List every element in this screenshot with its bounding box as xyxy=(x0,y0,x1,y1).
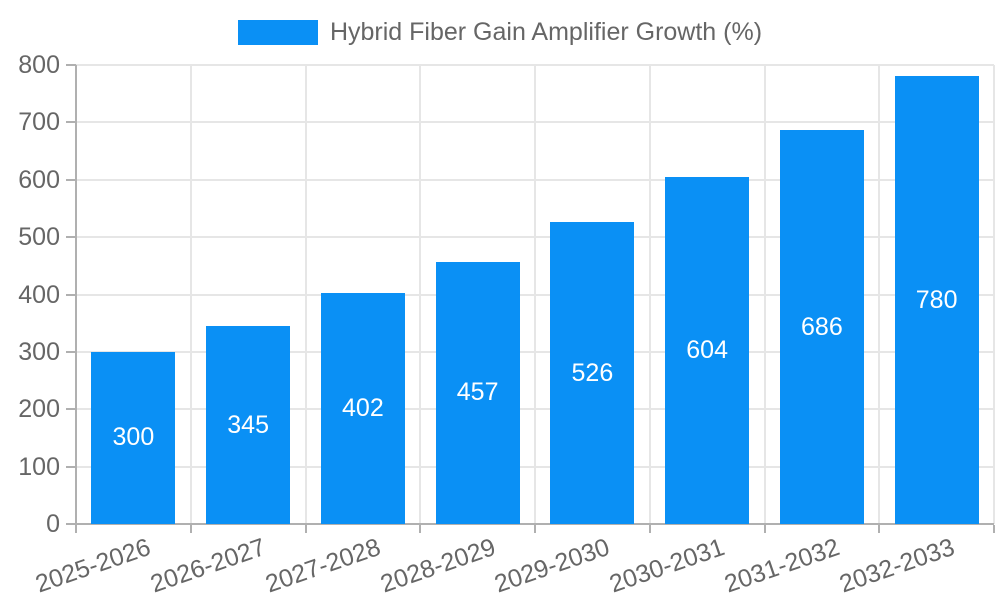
y-tick-mark xyxy=(66,293,76,296)
v-gridline xyxy=(189,65,192,524)
y-tick-label: 800 xyxy=(18,51,60,79)
y-tick-label: 0 xyxy=(46,510,60,538)
bar[interactable]: 686 xyxy=(779,130,864,524)
bar-value-label: 345 xyxy=(227,410,269,439)
y-tick-label: 300 xyxy=(18,337,60,366)
x-tick-mark xyxy=(189,525,192,533)
bar-value-label: 402 xyxy=(342,394,384,423)
v-gridline xyxy=(419,65,422,524)
y-axis-line xyxy=(75,65,77,524)
legend-item[interactable]: Hybrid Fiber Gain Amplifier Growth (%) xyxy=(0,18,1000,47)
v-gridline xyxy=(648,65,651,524)
y-tick-label: 700 xyxy=(18,108,60,137)
bar-value-label: 604 xyxy=(686,336,728,365)
bar-value-label: 686 xyxy=(801,312,843,341)
y-tick-label: 500 xyxy=(18,223,60,252)
bar-value-label: 780 xyxy=(915,285,958,314)
v-gridline xyxy=(763,65,766,524)
y-tick-mark xyxy=(66,408,76,411)
legend-swatch xyxy=(237,20,318,45)
x-tick-mark xyxy=(304,525,307,533)
y-tick-label: 600 xyxy=(18,165,60,194)
v-gridline xyxy=(534,65,536,524)
bar[interactable]: 457 xyxy=(435,261,520,524)
y-tick-mark xyxy=(66,465,76,468)
x-tick-mark xyxy=(878,525,881,533)
y-tick-mark xyxy=(66,236,76,239)
bar-value-label: 300 xyxy=(112,423,155,452)
y-tick-mark xyxy=(66,178,76,181)
y-tick-mark xyxy=(66,350,76,353)
x-tick-mark xyxy=(763,525,766,533)
x-axis-line xyxy=(76,523,994,525)
y-tick-label: 200 xyxy=(18,395,60,424)
bar-value-label: 457 xyxy=(456,378,499,407)
y-tick-label: 400 xyxy=(18,280,60,309)
x-tick-mark xyxy=(534,525,536,533)
v-gridline xyxy=(878,65,881,524)
v-gridline xyxy=(304,65,307,524)
y-tick-mark xyxy=(66,64,76,66)
plot-area: 0 100 200 300 400 500 600 700 800 300 2025-2026 345… xyxy=(18,51,995,598)
y-tick-mark xyxy=(66,121,76,124)
bar-value-label: 526 xyxy=(571,358,614,387)
x-tick-mark xyxy=(419,525,422,533)
bar[interactable]: 780 xyxy=(894,76,979,524)
x-tick-mark xyxy=(75,525,77,533)
bar[interactable]: 345 xyxy=(206,326,291,524)
bar[interactable]: 604 xyxy=(665,177,750,524)
x-tick-mark xyxy=(993,525,995,533)
y-tick-mark xyxy=(66,523,76,525)
legend-label: Hybrid Fiber Gain Amplifier Growth (%) xyxy=(329,18,763,46)
x-tick-mark xyxy=(648,525,651,533)
bar[interactable]: 526 xyxy=(550,222,635,524)
v-gridline xyxy=(993,65,995,524)
bar[interactable]: 300 xyxy=(91,351,176,524)
bar[interactable]: 402 xyxy=(320,293,405,524)
y-tick-label: 100 xyxy=(18,452,60,481)
